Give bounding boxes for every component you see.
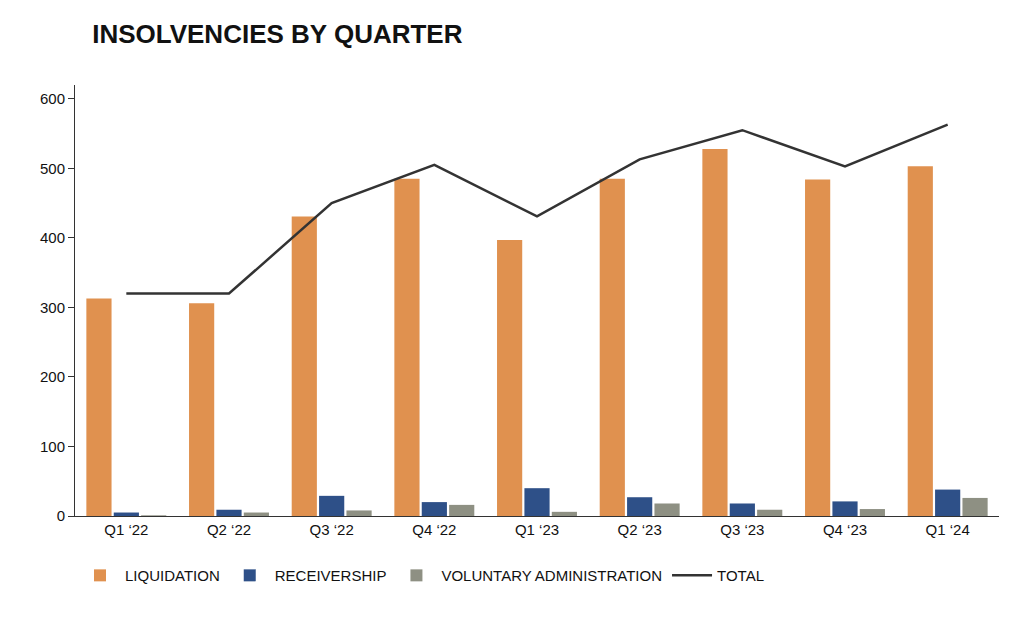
svg-text:RECEIVERSHIP: RECEIVERSHIP	[275, 567, 387, 584]
svg-text:Q4 ‘23: Q4 ‘23	[823, 521, 867, 538]
svg-text:200: 200	[40, 368, 65, 385]
svg-text:Q1 ‘23: Q1 ‘23	[515, 521, 559, 538]
svg-text:INSOLVENCIES BY QUARTER: INSOLVENCIES BY QUARTER	[92, 19, 463, 49]
svg-text:Q3 ‘23: Q3 ‘23	[720, 521, 764, 538]
svg-text:100: 100	[40, 438, 65, 455]
svg-text:Q4 ‘22: Q4 ‘22	[412, 521, 456, 538]
svg-text:LIQUIDATION: LIQUIDATION	[125, 567, 220, 584]
svg-text:0: 0	[57, 507, 65, 524]
svg-text:VOLUNTARY ADMINISTRATION: VOLUNTARY ADMINISTRATION	[441, 567, 662, 584]
svg-text:400: 400	[40, 229, 65, 246]
svg-text:TOTAL: TOTAL	[717, 567, 764, 584]
svg-text:500: 500	[40, 160, 65, 177]
svg-text:Q2 ‘23: Q2 ‘23	[618, 521, 662, 538]
svg-text:Q1 ‘24: Q1 ‘24	[926, 521, 970, 538]
svg-text:600: 600	[40, 90, 65, 107]
svg-text:300: 300	[40, 299, 65, 316]
svg-text:Q2 ‘22: Q2 ‘22	[207, 521, 251, 538]
svg-text:Q1 ‘22: Q1 ‘22	[104, 521, 148, 538]
svg-text:Q3 ‘22: Q3 ‘22	[310, 521, 354, 538]
